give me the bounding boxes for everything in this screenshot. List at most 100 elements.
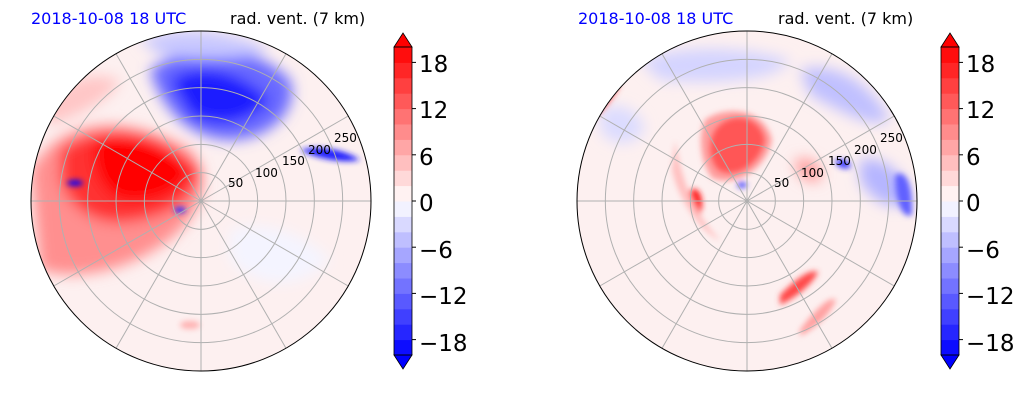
left-grid-spoke-120 (115, 53, 202, 202)
left-colorbar-band-11 (394, 170, 412, 187)
left-grid-spoke-60 (200, 53, 287, 202)
right-colorbar-band-17 (941, 77, 959, 94)
right-colorbar-band-18 (941, 62, 959, 79)
left-rtick-50: 50 (228, 176, 243, 190)
left-data-field (31, 31, 360, 329)
right-colorbar-bands (940, 32, 963, 370)
right-cbar-tick-6: 6 (966, 145, 981, 171)
right-plot-frame (576, 30, 918, 372)
right-cbar-tick-12: 12 (966, 98, 995, 124)
right-colorbar: 18 12 6 0 −6 −12 −18 (940, 32, 1015, 370)
left-colorbar-band-2 (394, 308, 412, 325)
left-plot-frame (30, 30, 372, 372)
left-rtick-150: 150 (282, 154, 305, 168)
right-cbar-tick-neg18: −18 (966, 331, 1015, 357)
right-cbar-tick-0: 0 (966, 191, 981, 217)
right-colorbar-band-13 (941, 139, 959, 156)
left-cbar-tick-neg18: −18 (419, 331, 468, 357)
right-rtick-200: 200 (854, 143, 877, 157)
right-colorbar-band-4 (941, 278, 959, 294)
left-colorbar-band-7 (394, 231, 412, 248)
right-colorbar-extend-max (940, 32, 960, 48)
left-grid-spoke-240 (115, 200, 202, 349)
right-grid-spoke-300 (746, 200, 833, 349)
left-colorbar-band-15 (394, 108, 412, 125)
right-grid-spoke-240 (661, 200, 748, 349)
right-rtick-250: 250 (880, 131, 903, 145)
right-grid-spoke-120 (661, 53, 748, 202)
left-cbar-tick-0: 0 (419, 191, 434, 217)
right-colorbar-band-7 (941, 231, 959, 248)
left-colorbar-ticks: 18 12 6 0 −6 −12 −18 (419, 52, 468, 357)
right-grid-spoke-30 (746, 115, 895, 202)
left-colorbar-band-0 (394, 339, 412, 356)
right-colorbar-band-10 (941, 185, 959, 202)
left-grid-spoke-300 (200, 200, 287, 349)
right-colorbar-band-6 (941, 247, 959, 264)
left-rtick-250: 250 (334, 131, 357, 145)
left-cbar-tick-18: 18 (419, 52, 448, 78)
left-colorbar-extend-max (393, 32, 413, 48)
right-colorbar-band-11 (941, 170, 959, 187)
left-colorbar: 18 12 6 0 −6 −12 −18 (393, 32, 468, 370)
right-rtick-50: 50 (774, 176, 789, 190)
left-colorbar-band-17 (394, 77, 412, 94)
right-colorbar-band-15 (941, 108, 959, 125)
left-grid-spoke-330 (200, 200, 349, 287)
left-colorbar-band-3 (394, 293, 412, 310)
right-grid-spoke-60 (746, 53, 833, 202)
left-cbar-tick-6: 6 (419, 145, 434, 171)
right-grid (577, 31, 917, 371)
left-colorbar-band-10 (394, 185, 412, 202)
left-colorbar-band-13 (394, 139, 412, 156)
right-polar-plot (577, 31, 917, 371)
right-time-label: 2018-10-08 18 UTC (578, 9, 733, 28)
left-colorbar-band-4 (394, 278, 412, 294)
left-colorbar-extend-min (393, 354, 413, 370)
right-colorbar-band-3 (941, 293, 959, 310)
left-colorbar-band-1 (394, 324, 412, 341)
right-colorbar-band-9 (941, 201, 959, 217)
right-rtick-100: 100 (801, 166, 824, 180)
left-polar-plot (31, 31, 371, 371)
right-grid-spoke-210 (599, 200, 748, 287)
left-time-label: 2018-10-08 18 UTC (31, 9, 186, 28)
left-colorbar-band-16 (394, 93, 412, 110)
left-colorbar-band-8 (394, 216, 412, 233)
right-colorbar-band-0 (941, 339, 959, 356)
left-colorbar-bands (393, 32, 416, 370)
right-colorbar-band-5 (941, 262, 959, 279)
left-colorbar-band-18 (394, 62, 412, 79)
left-rtick-100: 100 (255, 166, 278, 180)
right-cbar-tick-neg6: −6 (966, 238, 1000, 264)
right-colorbar-band-8 (941, 216, 959, 233)
right-field-label: rad. vent. (7 km) (778, 9, 913, 28)
left-grid-spoke-150 (53, 115, 202, 202)
right-cbar-tick-18: 18 (966, 52, 995, 78)
left-grid (31, 31, 371, 371)
left-colorbar-band-12 (394, 154, 412, 171)
right-colorbar-ticks: 18 12 6 0 −6 −12 −18 (966, 52, 1015, 357)
right-colorbar-extend-min (940, 354, 960, 370)
left-radial-tick-labels: 50 100 150 200 250 (228, 131, 357, 190)
right-colorbar-band-16 (941, 93, 959, 110)
left-cbar-tick-12: 12 (419, 98, 448, 124)
right-grid-spoke-150 (599, 115, 748, 202)
left-colorbar-band-19 (394, 47, 412, 63)
right-colorbar-band-2 (941, 308, 959, 325)
left-colorbar-band-9 (394, 201, 412, 217)
left-rtick-200: 200 (308, 143, 331, 157)
left-field-label: rad. vent. (7 km) (230, 9, 365, 28)
right-panel: 2018-10-08 18 UTC rad. vent. (7 km) (576, 9, 918, 372)
right-radial-tick-labels: 50 100 150 200 250 (774, 131, 903, 190)
right-colorbar-band-14 (941, 124, 959, 140)
left-panel: 2018-10-08 18 UTC rad. vent. (7 km) (30, 9, 372, 372)
right-colorbar-band-12 (941, 154, 959, 171)
right-colorbar-band-19 (941, 47, 959, 63)
left-colorbar-band-14 (394, 124, 412, 140)
left-grid-spoke-210 (53, 200, 202, 287)
left-grid-spoke-30 (200, 115, 349, 202)
left-colorbar-band-6 (394, 247, 412, 264)
left-cbar-tick-neg6: −6 (419, 238, 453, 264)
